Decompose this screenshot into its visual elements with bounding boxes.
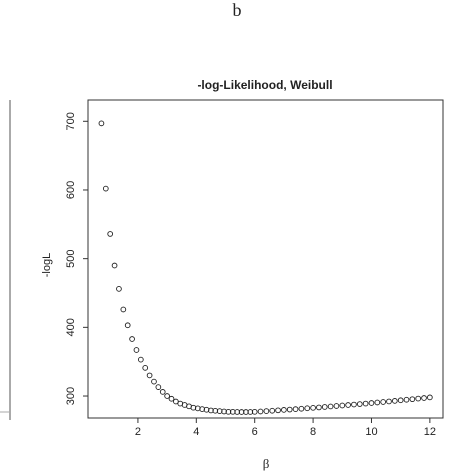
point: [159, 389, 166, 395]
point: [281, 407, 287, 413]
x-tick-label: 12: [424, 426, 436, 438]
point: [102, 185, 109, 192]
point: [292, 406, 299, 412]
y-tick-label: 700: [65, 112, 77, 130]
point: [321, 404, 328, 410]
x-tick-label: 2: [135, 426, 141, 438]
point: [120, 306, 127, 313]
point: [286, 406, 293, 413]
point: [374, 399, 381, 406]
point: [316, 404, 322, 411]
point: [380, 399, 387, 405]
point: [427, 394, 433, 401]
y-tick-label: 500: [65, 249, 77, 267]
point: [116, 286, 122, 292]
x-tick-label: 10: [365, 426, 377, 438]
point: [421, 395, 427, 401]
point: [137, 356, 144, 363]
point: [257, 408, 264, 415]
x-tick-label: 8: [310, 426, 316, 438]
point: [107, 231, 114, 237]
point: [397, 397, 404, 404]
point: [351, 401, 357, 408]
point: [155, 384, 162, 390]
point: [333, 403, 340, 409]
point: [173, 398, 179, 405]
point: [362, 400, 369, 407]
point: [151, 378, 157, 385]
point: [304, 405, 311, 412]
point: [391, 398, 398, 404]
point: [111, 262, 118, 269]
point: [146, 372, 153, 379]
y-tick-label: 300: [65, 387, 77, 405]
plot-frame: [87, 99, 444, 419]
point: [129, 336, 135, 342]
point: [368, 400, 375, 406]
point: [345, 402, 351, 408]
point: [275, 407, 281, 414]
point: [298, 405, 305, 412]
point: [310, 404, 316, 411]
point: [415, 395, 422, 402]
x-axis-label: β: [263, 456, 270, 471]
point: [168, 395, 175, 402]
point: [98, 120, 105, 127]
point: [386, 398, 392, 405]
point: [356, 401, 363, 407]
point: [142, 365, 149, 371]
point: [164, 393, 170, 399]
point: [339, 402, 346, 409]
chart-title: -log-Likelihood, Weibull: [197, 78, 332, 92]
point: [133, 347, 140, 353]
y-tick-label: 400: [65, 318, 77, 336]
point: [263, 408, 270, 414]
y-tick-label: 600: [65, 181, 77, 199]
x-tick-label: 4: [193, 426, 199, 438]
point: [409, 396, 416, 403]
point: [251, 408, 258, 415]
y-axis-label: -logL: [41, 253, 53, 277]
panel-label: b: [233, 0, 242, 20]
point: [269, 407, 276, 414]
point: [327, 403, 334, 410]
x-tick-label: 6: [252, 426, 258, 438]
point: [124, 322, 131, 329]
point: [403, 396, 410, 403]
